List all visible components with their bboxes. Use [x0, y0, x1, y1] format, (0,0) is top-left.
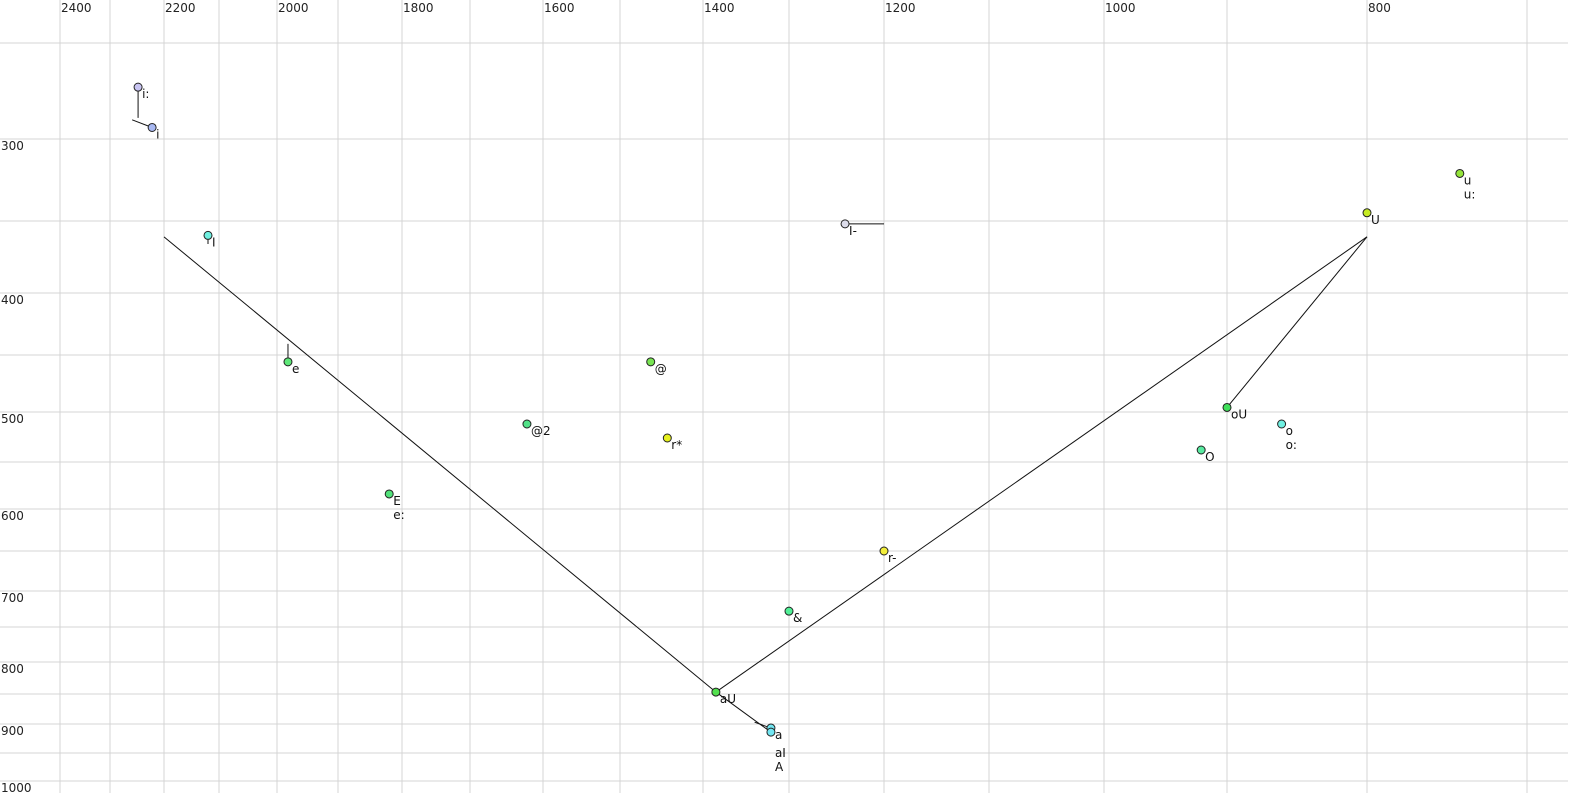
x-tick-label: 1600	[544, 1, 575, 15]
vowel-label: I-	[849, 224, 857, 238]
vowel-label: A	[775, 760, 784, 774]
vowel-label: o:	[1286, 438, 1297, 452]
vowel-label: E	[393, 494, 401, 508]
y-tick-label: 900	[1, 724, 24, 738]
x-tick-label: 1000	[1105, 1, 1136, 15]
vowel-label: u:	[1464, 187, 1476, 201]
formant-trajectory	[163, 236, 772, 733]
vowel-marker	[283, 357, 293, 367]
y-tick-label: 400	[1, 293, 24, 307]
y-tick-label: 700	[1, 591, 24, 605]
vowel-point: aIA	[766, 727, 786, 774]
x-axis-ticks: 2400 2200 2000 1800 1600 1400 1200 1000 800	[61, 1, 1391, 15]
x-tick-label: 1800	[403, 1, 434, 15]
vowel-point: I-	[840, 219, 857, 238]
y-tick-label: 800	[1, 662, 24, 676]
y-tick-label: 500	[1, 412, 24, 426]
vowel-point: oU	[1222, 402, 1247, 421]
vowel-marker	[1277, 419, 1287, 429]
vowel-point: i:	[133, 82, 149, 101]
x-tick-label: 2000	[278, 1, 309, 15]
vowel-point: Ee:	[384, 489, 405, 522]
vowel-point: r*	[662, 433, 682, 452]
vowel-label: aU	[720, 692, 736, 706]
vowel-marker	[840, 219, 850, 229]
vowel-point: I	[203, 230, 216, 249]
vowel-marker	[147, 122, 157, 132]
vowel-label: r-	[888, 551, 897, 565]
x-tick-label: 1400	[704, 1, 735, 15]
vowel-marker	[1222, 402, 1232, 412]
vowel-point: uu:	[1455, 168, 1476, 201]
vowel-label: aI	[775, 746, 786, 760]
vowel-point: @	[646, 357, 667, 376]
vowel-label: e:	[393, 508, 404, 522]
y-tick-label: 1000	[1, 781, 32, 795]
x-tick-label: 800	[1368, 1, 1391, 15]
trajectories	[131, 87, 1368, 733]
formant-trajectory	[715, 236, 1368, 693]
vowel-label: o	[1286, 424, 1293, 438]
vowel-label: &	[793, 611, 802, 625]
vowel-point: O	[1196, 445, 1215, 464]
vowel-marker	[711, 687, 721, 697]
vowel-marker	[1196, 445, 1206, 455]
vowel-marker	[384, 489, 394, 499]
vowel-label: a	[775, 728, 782, 742]
x-tick-label: 1200	[885, 1, 916, 15]
vowel-marker	[522, 419, 532, 429]
vowel-marker	[784, 606, 794, 616]
vowel-point: &	[784, 606, 802, 625]
vowel-marker	[1362, 208, 1372, 218]
y-tick-label: 600	[1, 509, 24, 523]
vowel-point: U	[1362, 208, 1380, 227]
vowel-marker	[646, 357, 656, 367]
y-tick-label: 300	[1, 139, 24, 153]
vowel-point: aU	[711, 687, 736, 706]
vowel-label: r*	[671, 438, 682, 452]
vowel-marker	[662, 433, 672, 443]
vowel-label: U	[1371, 213, 1380, 227]
vowel-marker	[203, 230, 213, 240]
vowel-label: u	[1464, 173, 1472, 187]
vowel-marker	[1455, 168, 1465, 178]
vowel-label: i	[156, 127, 159, 141]
vowel-marker	[766, 727, 776, 737]
vowel-label: @2	[531, 424, 551, 438]
x-tick-label: 2200	[165, 1, 196, 15]
vowel-marker	[133, 82, 143, 92]
vowel-label: @	[655, 362, 667, 376]
vowel-label: O	[1205, 450, 1214, 464]
vowel-point: oo:	[1277, 419, 1297, 452]
formant-trajectory	[1226, 236, 1368, 408]
vowel-label: I	[212, 235, 216, 249]
vowel-label: oU	[1231, 407, 1247, 421]
y-axis-ticks: 300 400 500 600 700 800 900 1000	[1, 139, 32, 795]
vowel-point: @2	[522, 419, 551, 438]
vowel-point: i	[147, 122, 159, 141]
vowel-marker	[879, 546, 889, 556]
vowel-label: e	[292, 362, 299, 376]
vowel-label: i:	[142, 87, 149, 101]
x-tick-label: 2400	[61, 1, 92, 15]
vowel-point: r-	[879, 546, 897, 565]
vowel-point: e	[283, 357, 299, 376]
